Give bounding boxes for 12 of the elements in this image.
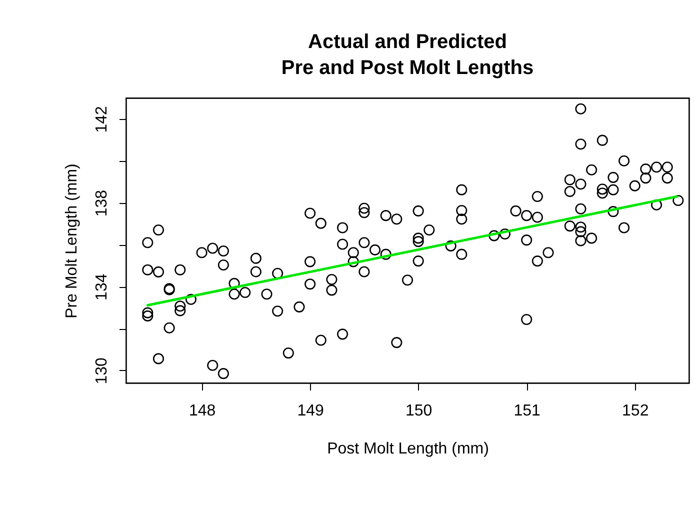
- x-tick-label: 148: [188, 402, 216, 420]
- y-axis-title: Pre Molt Length (mm): [64, 164, 80, 318]
- x-tick-label: 150: [405, 402, 432, 420]
- y-tick-label: 142: [94, 106, 110, 133]
- y-tick-label: 130: [94, 357, 110, 384]
- x-tick-label: 149: [297, 402, 324, 420]
- chart-title: Actual and Predicted Pre and Post Molt Lengths: [281, 31, 534, 79]
- y-tick-label: 134: [94, 274, 110, 300]
- x-axis-title: Post Molt Length (mm): [327, 440, 489, 458]
- x-tick-label: 152: [622, 402, 649, 420]
- y-tick-label: 138: [94, 190, 110, 217]
- x-tick-label: 151: [514, 402, 541, 420]
